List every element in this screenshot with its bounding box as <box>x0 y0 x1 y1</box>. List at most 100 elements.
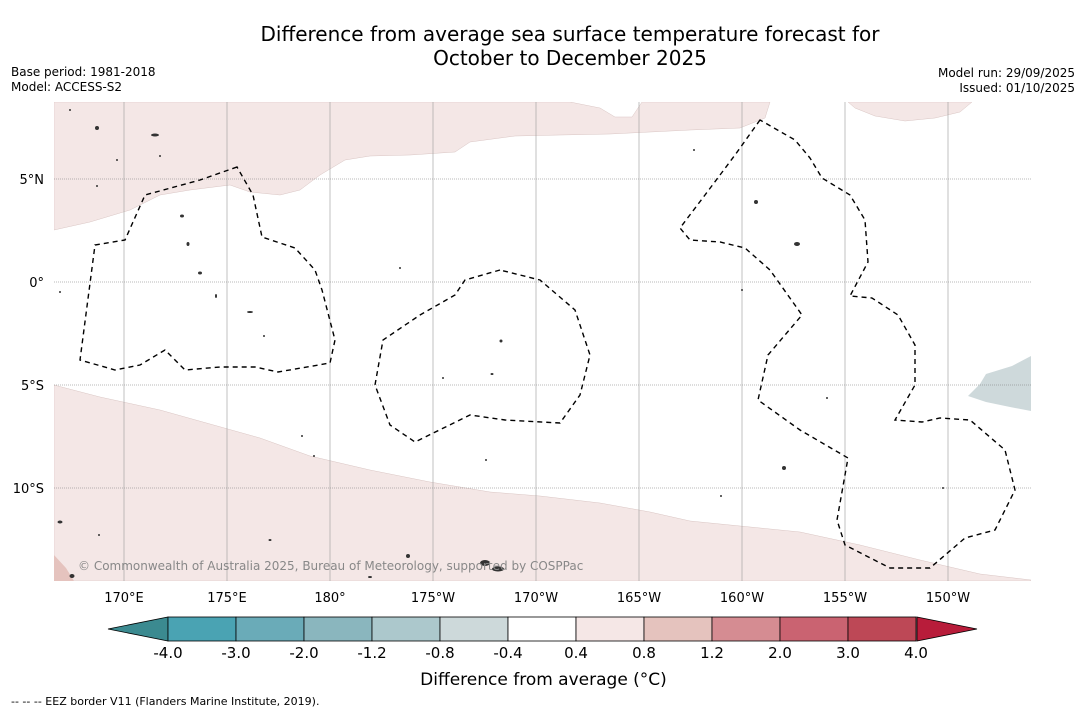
colorbar-tick-label: 0.4 <box>564 644 588 662</box>
colorbar-segment <box>167 616 237 642</box>
lat-label-5s: 5°S <box>21 379 44 394</box>
graticule <box>54 178 1031 489</box>
colorbar-over-arrow <box>916 616 978 642</box>
lon-label-155w: 155°W <box>823 591 867 606</box>
eez-borders <box>79 119 1016 569</box>
island <box>442 377 444 379</box>
island <box>406 554 410 558</box>
colorbar-tick-label: -1.2 <box>357 644 386 662</box>
eez-phoenix-islands <box>374 269 591 443</box>
island <box>720 495 722 497</box>
title-line-1: Difference from average sea surface temp… <box>260 22 880 46</box>
island <box>151 133 159 137</box>
island <box>247 311 253 313</box>
island <box>492 566 504 572</box>
colorbar-segment <box>439 616 509 642</box>
island <box>268 539 272 541</box>
island <box>485 459 487 461</box>
lon-label-175w: 175°W <box>411 591 455 606</box>
copyright-text: © Commonwealth of Australia 2025, Bureau… <box>78 559 583 573</box>
colorbar-tick-label: 2.0 <box>768 644 792 662</box>
colorbar-segment <box>507 616 577 642</box>
base-period: Base period: 1981-2018 <box>11 65 156 79</box>
island <box>782 466 786 470</box>
colorbar-under-arrow <box>107 616 169 642</box>
colorbar-segment <box>643 616 713 642</box>
chart-title: Difference from average sea surface temp… <box>0 22 1085 70</box>
island <box>368 576 372 578</box>
eez-legend: -- -- -- EEZ border V11 (Flanders Marine… <box>11 695 320 708</box>
lon-label-150w: 150°W <box>926 591 970 606</box>
island <box>480 560 490 566</box>
colorbar-segment <box>847 616 917 642</box>
colorbar-tick-label: -2.0 <box>289 644 318 662</box>
graticule-lon <box>123 102 949 581</box>
island <box>263 335 265 337</box>
island <box>794 242 800 246</box>
lon-label-170e: 170°E <box>104 591 144 606</box>
title-line-2: October to December 2025 <box>433 46 707 70</box>
island <box>301 435 303 437</box>
island <box>754 200 758 204</box>
model-run: Model run: 29/09/2025 <box>937 66 1075 80</box>
island <box>159 155 161 157</box>
colorbar: -4.0 -3.0 -2.0 -1.2 -0.8 -0.4 0.4 0.8 1.2 2.0 3.0 4… <box>107 616 978 662</box>
colorbar-segment <box>303 616 373 642</box>
colorbar-segment <box>575 616 645 642</box>
island <box>180 214 184 218</box>
island <box>490 373 494 375</box>
island <box>313 455 315 457</box>
lon-label-180: 180° <box>314 591 345 606</box>
colorbar-tick-label: -3.0 <box>221 644 250 662</box>
island <box>399 267 401 269</box>
model-name: Model: ACCESS-S2 <box>11 80 123 94</box>
colorbar-segment <box>779 616 849 642</box>
island <box>215 294 217 298</box>
island <box>95 126 99 130</box>
colorbar-tick-label: 4.0 <box>904 644 928 662</box>
lat-label-5n: 5°N <box>20 173 45 188</box>
warm-anomaly-north <box>54 102 771 231</box>
map-area: © Commonwealth of Australia 2025, Bureau… <box>54 102 1031 581</box>
lon-label-175e: 175°E <box>207 591 247 606</box>
colorbar-title: Difference from average (°C) <box>420 670 667 690</box>
warm-anomaly-northeast <box>847 102 973 122</box>
island <box>942 487 944 489</box>
island <box>98 534 100 536</box>
colorbar-tick-label: 3.0 <box>836 644 860 662</box>
island <box>57 520 63 524</box>
colorbar-tick-label: 1.2 <box>700 644 724 662</box>
island <box>69 574 75 578</box>
warm-anomaly-south <box>54 384 1031 581</box>
island <box>499 339 503 343</box>
colorbar-tick-label: 0.8 <box>632 644 656 662</box>
meta-right: Model run: 29/09/2025 Issued: 01/10/2025 <box>938 66 1075 96</box>
island <box>96 185 98 187</box>
issued-date: Issued: 01/10/2025 <box>959 81 1075 95</box>
lon-label-160w: 160°W <box>720 591 764 606</box>
lon-label-165w: 165°W <box>617 591 661 606</box>
colorbar-segment <box>235 616 305 642</box>
warm-anomaly-sw-corner <box>54 555 74 581</box>
colorbar-segments <box>167 616 917 642</box>
colorbar-tick-label: -4.0 <box>153 644 182 662</box>
colorbar-tick-label: -0.4 <box>493 644 522 662</box>
island <box>59 291 61 293</box>
island <box>69 109 71 111</box>
lat-label-10s: 10°S <box>13 482 44 497</box>
colorbar-ticks: -4.0 -3.0 -2.0 -1.2 -0.8 -0.4 0.4 0.8 1.2 2.0 3.0 4… <box>153 644 928 662</box>
island <box>186 242 190 246</box>
meta-left: Base period: 1981-2018 Model: ACCESS-S2 <box>11 65 156 95</box>
lon-labels: 170°E 175°E 180° 175°W 170°W 165°W 160°W… <box>104 591 970 606</box>
island <box>693 149 695 151</box>
eez-gilbert-islands <box>79 166 336 373</box>
lat-labels: 5°N 0° 5°S 10°S <box>13 173 44 497</box>
islands <box>57 109 944 578</box>
lat-label-0: 0° <box>29 276 44 291</box>
eez-line-islands <box>679 119 1016 569</box>
colorbar-tick-label: -0.8 <box>425 644 454 662</box>
lon-label-170w: 170°W <box>514 591 558 606</box>
colorbar-segment <box>711 616 781 642</box>
island <box>116 159 118 161</box>
